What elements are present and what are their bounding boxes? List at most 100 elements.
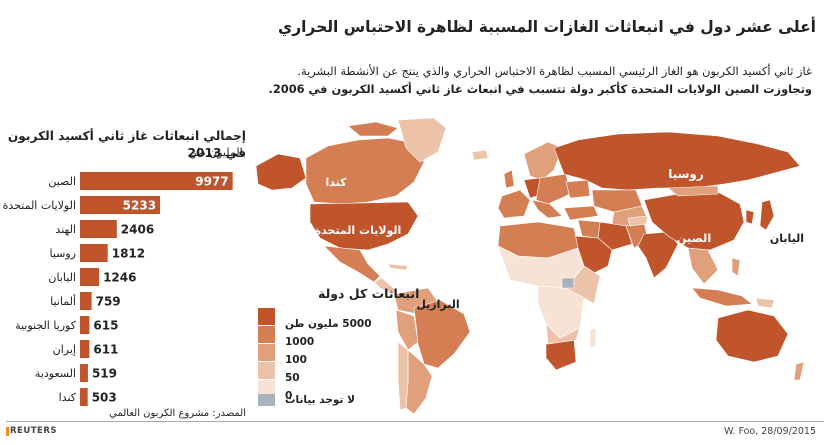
map-country-canada xyxy=(305,137,425,205)
map-labels: روسيا كندا الولايات المتحدة الصين البراز… xyxy=(315,167,804,311)
map-country-east-africa xyxy=(565,265,601,305)
bar-value-label: 1812 xyxy=(112,247,145,261)
map-country-southern-africa xyxy=(545,323,581,345)
map-country-italy-balkans xyxy=(531,199,563,219)
map-country-iraq-syria xyxy=(577,219,601,239)
bar-value-label: 611 xyxy=(93,343,118,357)
map-caribbean xyxy=(387,263,409,271)
legend-label: 100 xyxy=(285,354,307,366)
map-country-turkey xyxy=(563,205,599,221)
map-country-mexico xyxy=(323,245,381,283)
map-country-iceland xyxy=(471,149,489,161)
bar-value-label: 759 xyxy=(96,295,121,309)
map-country-greenland xyxy=(397,118,447,163)
map-country-indonesia xyxy=(691,287,753,307)
legend-label: لا توجد بيانات xyxy=(285,394,355,406)
agency-logo: REUTERS xyxy=(10,426,58,436)
map-country-france-spain xyxy=(497,189,531,219)
page-title: أعلى عشر دول في انبعاثات الغازات المسببة… xyxy=(277,18,816,36)
legend-label: 1000 xyxy=(285,336,315,348)
bar-category-label: كوريا الجنوبية xyxy=(15,319,77,332)
bar-category-label: كندا xyxy=(59,391,77,404)
description-line-1: غاز ثاني أكسيد الكربون هو الغاز الرئيسي … xyxy=(297,64,812,78)
legend-swatch xyxy=(258,362,275,379)
bar-0 xyxy=(80,172,233,190)
map-country-scandinavia xyxy=(523,141,563,181)
bar-value-label: 9977 xyxy=(195,175,228,189)
map-country-ukraine xyxy=(565,179,591,199)
bar-chart: الصين 9977 الولايات المتحدة 5233 الهند 2406 رو… xyxy=(3,172,233,406)
world-map: روسيا كندا الولايات المتحدة الصين البراز… xyxy=(255,118,805,415)
legend-swatch xyxy=(258,326,275,343)
bar-value-label: 2406 xyxy=(121,223,154,237)
bar-6 xyxy=(80,316,90,334)
legend-title: انبعاثات كل دولة xyxy=(318,286,420,301)
map-label-russia: روسيا xyxy=(668,167,704,182)
description-line-2: وتجاوزت الصين الولايات المتحدة كأكبر دول… xyxy=(268,82,812,96)
map-country-russia xyxy=(553,131,801,191)
bar-value-label: 519 xyxy=(92,367,117,381)
bar-category-label: الولايات المتحدة xyxy=(3,199,76,212)
bar-category-label: الهند xyxy=(55,223,76,236)
bar-value-label: 615 xyxy=(93,319,118,333)
legend-swatch xyxy=(258,308,275,325)
map-country-mongolia xyxy=(667,185,719,197)
map-country-south-africa xyxy=(545,339,577,371)
map-country-new-zealand xyxy=(793,361,805,381)
map-label-canada: كندا xyxy=(325,176,347,189)
credit-line: W. Foo, 28/09/2015 xyxy=(724,426,816,437)
map-label-brazil: البرازيل xyxy=(416,298,459,311)
reuters-logo-icon xyxy=(6,427,9,436)
legend-swatch xyxy=(258,394,275,406)
bar-5 xyxy=(80,292,92,310)
chart-subtitle: بالمليون طن xyxy=(188,146,246,159)
bar-4 xyxy=(80,268,100,286)
map-country-korea xyxy=(745,209,755,225)
legend-label: 50 xyxy=(285,372,300,384)
map-country-png xyxy=(755,297,775,309)
map-island-arctic xyxy=(347,121,399,137)
map-country-alaska xyxy=(255,153,307,191)
map-label-china: الصين xyxy=(677,231,712,245)
source-note: المصدر: مشروع الكربون العالمي xyxy=(109,408,246,419)
map-country-japan xyxy=(759,199,775,231)
bar-category-label: ألمانيا xyxy=(50,294,76,308)
bar-category-label: السعودية xyxy=(35,367,76,380)
map-country-afghanistan xyxy=(627,215,649,227)
map-central-america xyxy=(373,277,397,295)
bar-8 xyxy=(80,364,88,382)
map-country-australia xyxy=(715,309,789,363)
bar-category-label: الصين xyxy=(48,175,76,188)
map-country-central-europe xyxy=(535,173,571,205)
map-label-usa: الولايات المتحدة xyxy=(315,224,402,237)
bar-category-label: اليابان xyxy=(48,271,76,284)
bar-value-label: 503 xyxy=(92,391,117,405)
bar-1 xyxy=(80,196,161,214)
legend-label: 0 xyxy=(285,390,293,402)
legend-swatch xyxy=(258,380,275,397)
map-country-peru xyxy=(395,309,419,351)
map-country-usa xyxy=(309,201,419,251)
bar-7 xyxy=(80,340,90,358)
map-country-madagascar xyxy=(589,327,597,349)
legend-label: 5000 مليون طن xyxy=(285,318,372,330)
map-countries xyxy=(255,118,805,415)
map-country-india xyxy=(637,231,679,279)
chart-title: إجمالي انبعاثات غاز ثاني أكسيد الكربون ف… xyxy=(7,129,246,160)
map-country-chile xyxy=(397,341,409,411)
map-country-south-sudan xyxy=(561,277,575,289)
map-country-uk xyxy=(503,169,515,189)
bar-3 xyxy=(80,244,108,262)
bar-value-label: 5233 xyxy=(123,199,156,213)
map-country-philippines xyxy=(731,257,741,277)
bar-2 xyxy=(80,220,117,238)
bar-9 xyxy=(80,388,88,406)
legend-swatch xyxy=(258,344,275,361)
footer-divider xyxy=(6,421,824,422)
map-country-brazil xyxy=(413,299,471,369)
bar-category-label: روسيا xyxy=(49,247,76,260)
bar-value-label: 1246 xyxy=(103,271,136,285)
map-label-japan: اليابان xyxy=(770,232,804,245)
bar-category-label: إيران xyxy=(53,343,76,356)
map-country-southeast-asia xyxy=(687,247,719,285)
